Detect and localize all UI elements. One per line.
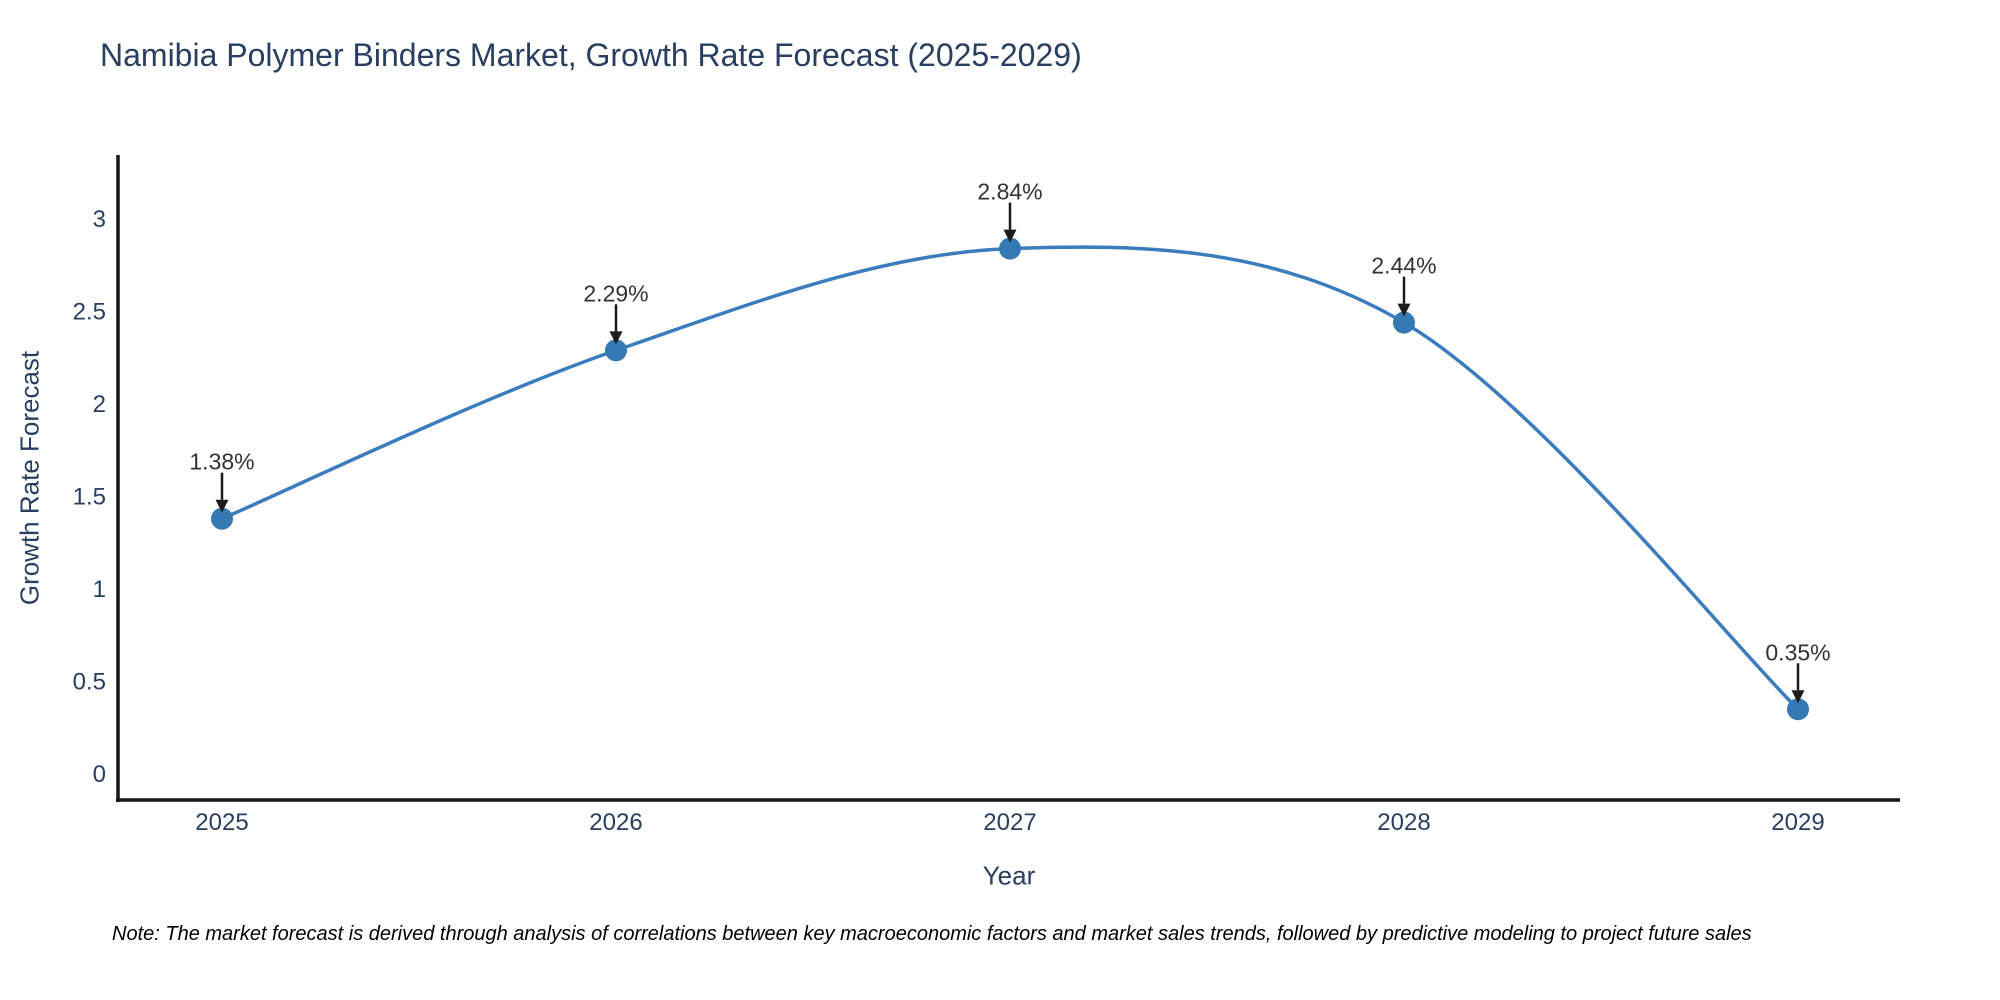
data-point bbox=[211, 507, 233, 530]
y-tick-label: 1 bbox=[93, 576, 106, 603]
y-tick-label: 3 bbox=[93, 206, 106, 233]
y-tick-label: 2.5 bbox=[73, 299, 106, 326]
annotation-arrowhead-icon bbox=[1791, 690, 1805, 704]
x-tick-label: 2026 bbox=[589, 809, 642, 836]
data-point bbox=[1393, 311, 1415, 334]
point-value-label: 1.38% bbox=[189, 449, 254, 475]
y-tick-label: 2 bbox=[93, 391, 106, 418]
data-point bbox=[999, 237, 1021, 260]
annotation-arrowhead-icon bbox=[1397, 303, 1411, 317]
footnote: Note: The market forecast is derived thr… bbox=[112, 923, 1752, 945]
point-value-label: 2.84% bbox=[977, 179, 1042, 205]
data-point bbox=[1787, 698, 1809, 721]
annotation-arrowhead-icon bbox=[1003, 229, 1017, 243]
y-tick-label: 0 bbox=[93, 761, 106, 788]
x-axis-title: Year bbox=[982, 860, 1036, 891]
y-axis-title: Growth Rate Forecast bbox=[14, 350, 45, 606]
point-value-label: 0.35% bbox=[1765, 639, 1830, 665]
y-tick-label: 1.5 bbox=[73, 484, 106, 511]
annotation-arrowhead-icon bbox=[609, 331, 623, 345]
point-value-label: 2.29% bbox=[583, 280, 648, 306]
x-tick-label: 2029 bbox=[1771, 809, 1824, 836]
x-tick-label: 2028 bbox=[1377, 809, 1430, 836]
x-tick-label: 2027 bbox=[983, 809, 1036, 836]
chart-title: Namibia Polymer Binders Market, Growth R… bbox=[100, 37, 1082, 73]
x-tick-label: 2025 bbox=[195, 809, 248, 836]
data-point bbox=[605, 339, 627, 362]
annotation-arrowhead-icon bbox=[215, 499, 229, 513]
y-tick-label: 0.5 bbox=[73, 669, 106, 696]
forecast-line bbox=[221, 245, 1800, 711]
point-value-label: 2.44% bbox=[1371, 253, 1436, 279]
